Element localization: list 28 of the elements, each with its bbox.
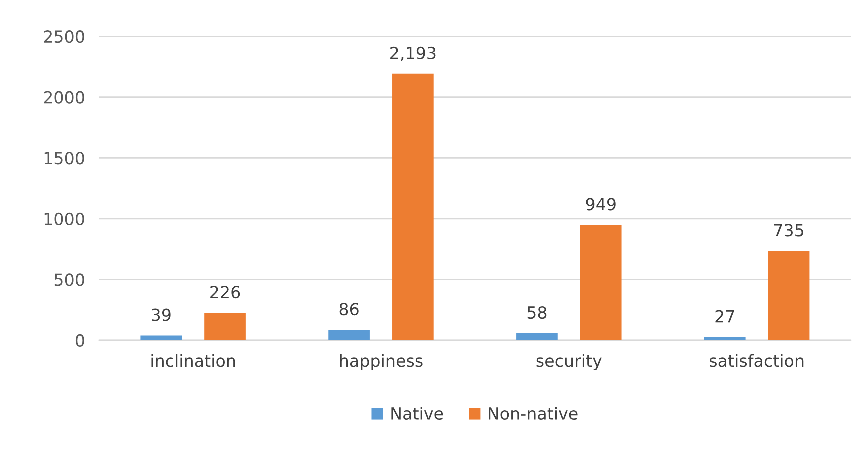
data-label: 2,193 <box>390 46 436 62</box>
bar <box>140 336 182 340</box>
x-tick-label: security <box>536 354 602 370</box>
data-label: 58 <box>528 306 547 320</box>
data-label: 735 <box>774 224 804 237</box>
y-tick-label: 500 <box>54 274 84 286</box>
bar <box>516 333 558 340</box>
bar <box>580 225 622 340</box>
y-tick-label: 2500 <box>44 30 84 44</box>
bar <box>768 251 810 340</box>
bar <box>204 312 246 340</box>
data-label: 226 <box>210 286 240 299</box>
data-label: 949 <box>586 198 616 211</box>
data-label: 39 <box>152 308 171 322</box>
legend-label: Non-native <box>489 407 578 420</box>
bar <box>704 337 746 340</box>
x-tick-label: happiness <box>340 354 423 370</box>
data-label: 86 <box>340 303 359 316</box>
bar <box>328 330 370 340</box>
x-tick-label: satisfaction <box>710 354 804 368</box>
legend-label: Native <box>392 407 444 420</box>
y-tick-label: 1000 <box>44 212 84 226</box>
y-tick-label: 0 <box>76 334 84 348</box>
y-tick-label: 2000 <box>44 91 84 104</box>
bar <box>392 74 434 340</box>
data-label: 27 <box>716 310 734 323</box>
y-tick-label: 1500 <box>44 152 84 165</box>
x-tick-label: inclination <box>152 354 236 368</box>
